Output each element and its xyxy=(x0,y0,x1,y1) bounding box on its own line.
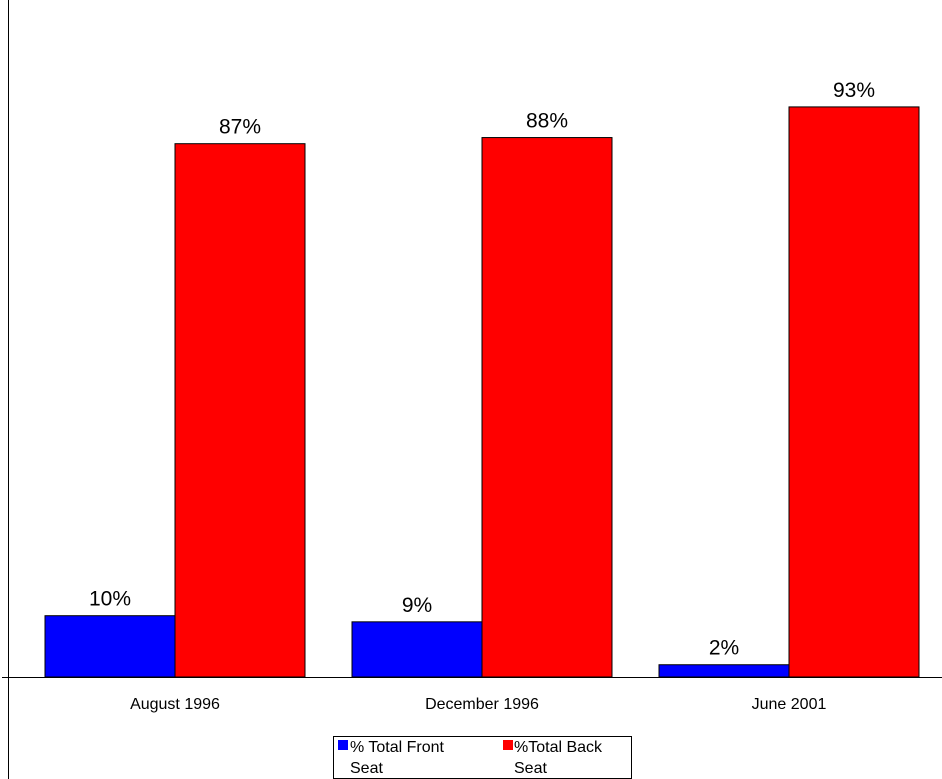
legend-label-front-seat-line2: Seat xyxy=(350,760,383,777)
category-labels-group: August 1996 December 1996 June 2001 xyxy=(130,696,826,713)
data-label-total-back-seat-august-1996: 87% xyxy=(219,116,261,139)
legend-label-back-seat-line2: Seat xyxy=(514,760,547,777)
category-label-december-1996: December 1996 xyxy=(425,696,539,713)
data-label-total-front-seat-august-1996: 10% xyxy=(89,588,131,611)
data-label-total-back-seat-december-1996: 88% xyxy=(526,110,568,133)
category-label-august-1996: August 1996 xyxy=(130,696,220,713)
legend-swatch-back-seat xyxy=(503,740,513,750)
bar-total-back-seat-june-2001 xyxy=(788,106,920,678)
category-label-june-2001: June 2001 xyxy=(752,696,827,713)
data-labels-group: 10% 87% 9% 88% 2% 93% xyxy=(89,79,875,660)
data-label-total-front-seat-june-2001: 2% xyxy=(709,637,739,660)
bars-group xyxy=(44,106,920,678)
bar-total-back-seat-august-1996 xyxy=(174,143,306,678)
data-label-total-front-seat-december-1996: 9% xyxy=(402,594,432,617)
legend-label-back-seat-line1: %Total Back xyxy=(514,739,603,756)
legend-swatch-front-seat xyxy=(338,740,348,750)
legend: % Total Front Seat %Total Back Seat xyxy=(333,736,632,779)
data-label-total-back-seat-june-2001: 93% xyxy=(833,79,875,102)
bar-total-front-seat-august-1996 xyxy=(44,615,176,678)
bar-total-front-seat-june-2001 xyxy=(658,664,790,678)
legend-label-front-seat-line1: % Total Front xyxy=(350,739,445,756)
bar-total-back-seat-december-1996 xyxy=(481,137,613,678)
bar-total-front-seat-december-1996 xyxy=(351,621,483,678)
legend-box xyxy=(333,736,632,779)
